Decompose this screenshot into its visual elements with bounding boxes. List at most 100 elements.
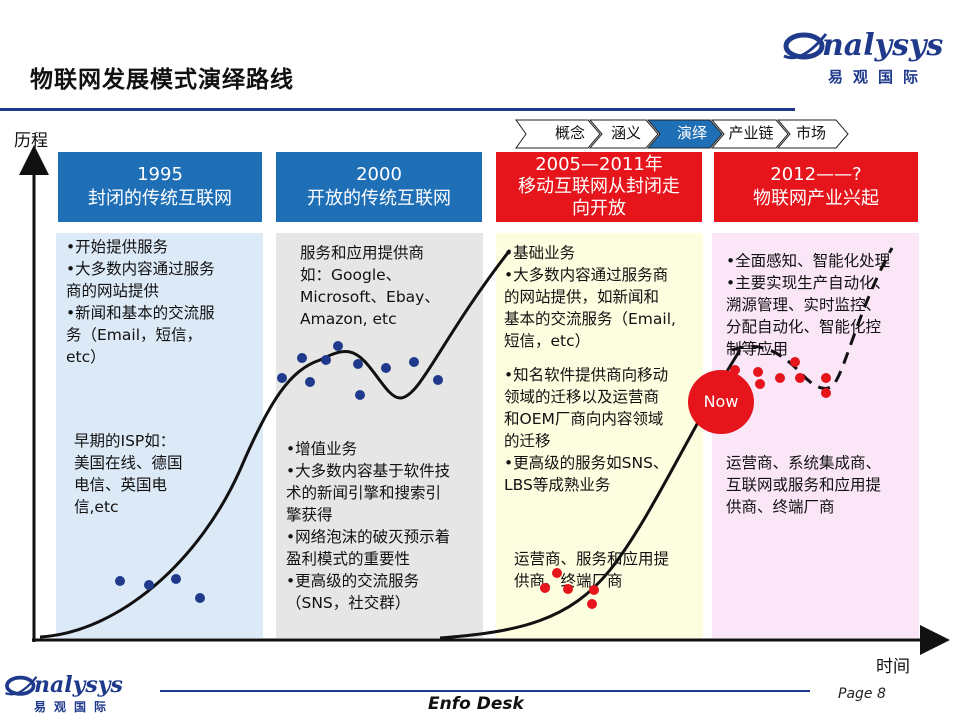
column-3-header: 2005—2011年 移动互联网从封闭走 向开放 xyxy=(496,152,702,222)
text-line: 制等应用 xyxy=(726,340,789,358)
text-line: 美国在线、德国 xyxy=(74,454,183,472)
column-4-title: 物联网产业兴起 xyxy=(753,188,879,209)
column-1-players: 早期的ISP如： 美国在线、德国 电信、英国电 信,etc xyxy=(74,430,254,518)
text-line: 运营商、服务和应用提 xyxy=(514,550,670,568)
dot xyxy=(321,355,331,365)
dot xyxy=(589,585,599,595)
nav-item-concept[interactable]: 概念 xyxy=(554,124,585,142)
dot xyxy=(563,584,573,594)
dot xyxy=(775,373,785,383)
dot xyxy=(795,373,805,383)
dot xyxy=(821,388,831,398)
text-line: 如：Google、 xyxy=(300,266,402,284)
nav-item-evolution[interactable]: 演绎 xyxy=(676,124,707,142)
text-line: 分配自动化、智能化控 xyxy=(726,318,882,336)
text-line: •增值业务 xyxy=(286,440,358,458)
text-line: LBS等成熟业务 xyxy=(504,476,611,494)
text-line: 和OEM厂商向内容领域 xyxy=(504,410,664,428)
text-line: etc） xyxy=(66,348,106,366)
dot xyxy=(277,373,287,383)
dot xyxy=(333,341,343,351)
column-4-features: •全面感知、智能化处理 •主要实现生产自动化、 溯源管理、实时监控、 分配自动化… xyxy=(726,250,926,360)
text-line: Microsoft、Ebay、 xyxy=(300,288,440,306)
column-1-header: 1995 封闭的传统互联网 xyxy=(58,152,262,222)
text-line: 电信、英国电 xyxy=(74,476,168,494)
dot xyxy=(753,367,763,377)
footer-divider xyxy=(160,690,810,692)
dot xyxy=(115,576,125,586)
footer-logo-wordmark: nalysys xyxy=(34,672,123,698)
column-2-players: 服务和应用提供商 如：Google、 Microsoft、Ebay、 Amazo… xyxy=(300,242,482,330)
text-line: •网络泡沫的破灭预示着 xyxy=(286,528,451,546)
text-line: •大多数内容基于软件技 xyxy=(286,462,451,480)
column-2-year: 2000 xyxy=(356,164,402,185)
column-1-year: 1995 xyxy=(137,164,183,185)
page-number: Page 8 xyxy=(838,686,886,702)
growth-curve-1 xyxy=(39,249,512,639)
column-4-year: 2012——? xyxy=(770,164,862,185)
text-line: 擎获得 xyxy=(286,506,333,524)
dot xyxy=(171,574,181,584)
footer-logo-subtitle: 易观国际 xyxy=(34,700,115,714)
column-3-background xyxy=(496,233,703,638)
nav-item-market[interactable]: 市场 xyxy=(795,124,826,142)
text-line: 基本的交流服务（Email, xyxy=(504,310,676,328)
text-line: 的网站提供，如新闻和 xyxy=(504,288,660,306)
dot xyxy=(587,599,597,609)
column-1-features: •开始提供服务 •大多数内容通过服务 商的网站提供 •新闻和基本的交流服 务（E… xyxy=(66,236,261,368)
text-line: 领域的迁移以及运营商 xyxy=(504,388,660,406)
dot xyxy=(305,377,315,387)
text-line: 供商、终端厂商 xyxy=(726,498,835,516)
column-3-migration: •知名软件提供商向移动 领域的迁移以及运营商 和OEM厂商向内容领域 的迁移 •… xyxy=(504,364,704,496)
dot xyxy=(381,363,391,373)
text-line: 术的新闻引擎和搜索引 xyxy=(286,484,442,502)
text-line: 运营商、系统集成商、 xyxy=(726,454,882,472)
column-4-players: 运营商、系统集成商、 互联网或服务和应用提 供商、终端厂商 xyxy=(726,452,920,518)
text-line: 的迁移 xyxy=(504,432,551,450)
now-marker: Now xyxy=(688,370,754,434)
x-axis-label: 时间 xyxy=(876,657,910,677)
dot xyxy=(552,568,562,578)
nav-item-industry-chain[interactable]: 产业链 xyxy=(728,124,774,142)
column-3-year: 2005—2011年 xyxy=(535,154,663,175)
nav-item-meaning[interactable]: 涵义 xyxy=(610,124,641,142)
dot xyxy=(540,583,550,593)
logo-swoosh-icon xyxy=(5,675,38,696)
text-line: •全面感知、智能化处理 xyxy=(726,252,891,270)
text-line: •知名软件提供商向移动 xyxy=(504,366,669,384)
text-line: 服务和应用提供商 xyxy=(300,244,425,262)
column-3-title-line1: 移动互联网从封闭走 xyxy=(518,176,680,197)
text-line: •基础业务 xyxy=(504,244,576,262)
logo-swoosh-icon xyxy=(783,32,828,60)
text-line: Amazon, etc xyxy=(300,310,397,328)
header-divider xyxy=(0,108,795,111)
dot xyxy=(144,580,154,590)
column-3-features: •基础业务 •大多数内容通过服务商 的网站提供，如新闻和 基本的交流服务（Ema… xyxy=(504,242,704,352)
text-line: 商的网站提供 xyxy=(66,282,160,300)
text-line: （SNS，社交群） xyxy=(286,594,411,612)
column-2-header: 2000 开放的传统互联网 xyxy=(276,152,482,222)
column-1-background xyxy=(56,233,263,638)
brand-logo: nalysys 易观国际 xyxy=(782,26,952,86)
column-2-title: 开放的传统互联网 xyxy=(307,188,451,209)
growth-curve-3-dashed xyxy=(731,247,894,390)
blue-dots xyxy=(115,341,443,603)
dot xyxy=(409,357,419,367)
text-line: 信,etc xyxy=(74,498,119,516)
text-line: •开始提供服务 xyxy=(66,238,169,256)
column-2-features: •增值业务 •大多数内容基于软件技 术的新闻引擎和搜索引 擎获得 •网络泡沫的破… xyxy=(286,438,484,614)
footer-logo: nalysys 易观国际 xyxy=(4,672,144,718)
dot xyxy=(790,357,800,367)
nav-chevrons xyxy=(515,119,849,149)
dot xyxy=(297,353,307,363)
text-line: 短信，etc） xyxy=(504,332,591,350)
dot xyxy=(355,390,365,400)
text-line: •更高级的服务如SNS、 xyxy=(504,454,669,472)
text-line: •更高级的交流服务 xyxy=(286,572,420,590)
text-line: 盈利模式的重要性 xyxy=(286,550,411,568)
column-1-title: 封闭的传统互联网 xyxy=(88,188,232,209)
column-2-background xyxy=(276,233,483,638)
red-dots xyxy=(540,357,831,609)
dot xyxy=(433,375,443,385)
text-line: 早期的ISP如： xyxy=(74,432,176,450)
